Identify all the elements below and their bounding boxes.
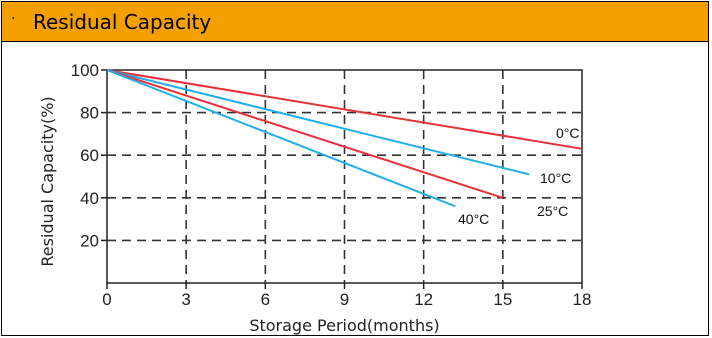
y-tick-label: 80 bbox=[80, 104, 99, 123]
x-tick-label: 9 bbox=[340, 290, 349, 309]
x-tick-label: 3 bbox=[181, 290, 190, 309]
y-tick-label: 40 bbox=[80, 189, 99, 208]
series-lines bbox=[106, 69, 583, 208]
series-label-1: 10°C bbox=[540, 170, 571, 186]
x-axis-label: Storage Period(months) bbox=[249, 316, 439, 335]
y-tick-labels: 20 40 60 80 100 bbox=[71, 61, 107, 250]
series-line-3 bbox=[106, 69, 456, 208]
series-line-0 bbox=[106, 69, 583, 150]
series-line-2 bbox=[106, 69, 504, 199]
series-label-0: 0°C bbox=[556, 125, 580, 141]
x-tick-label: 15 bbox=[493, 290, 512, 309]
header-bullet: · bbox=[11, 11, 16, 27]
series-label-2: 25°C bbox=[537, 203, 568, 219]
y-tick-label: 20 bbox=[80, 231, 99, 250]
x-tick-label: 12 bbox=[414, 290, 433, 309]
x-tick-labels: 0 3 6 9 12 15 18 bbox=[102, 283, 591, 309]
section-title: Residual Capacity bbox=[33, 10, 212, 34]
series-line-1 bbox=[106, 69, 530, 176]
x-tick-label: 18 bbox=[573, 290, 592, 309]
section-header: · Residual Capacity bbox=[2, 2, 708, 42]
y-tick-label: 60 bbox=[80, 146, 99, 165]
x-tick-label: 0 bbox=[102, 290, 111, 309]
series-labels: 0°C 10°C 25°C 40°C bbox=[458, 125, 580, 227]
y-tick-label: 100 bbox=[71, 61, 99, 80]
grid-lines bbox=[107, 70, 582, 283]
series-label-3: 40°C bbox=[458, 211, 489, 227]
x-tick-label: 6 bbox=[261, 290, 270, 309]
y-axis-label: Residual Capacity(%) bbox=[38, 96, 57, 266]
